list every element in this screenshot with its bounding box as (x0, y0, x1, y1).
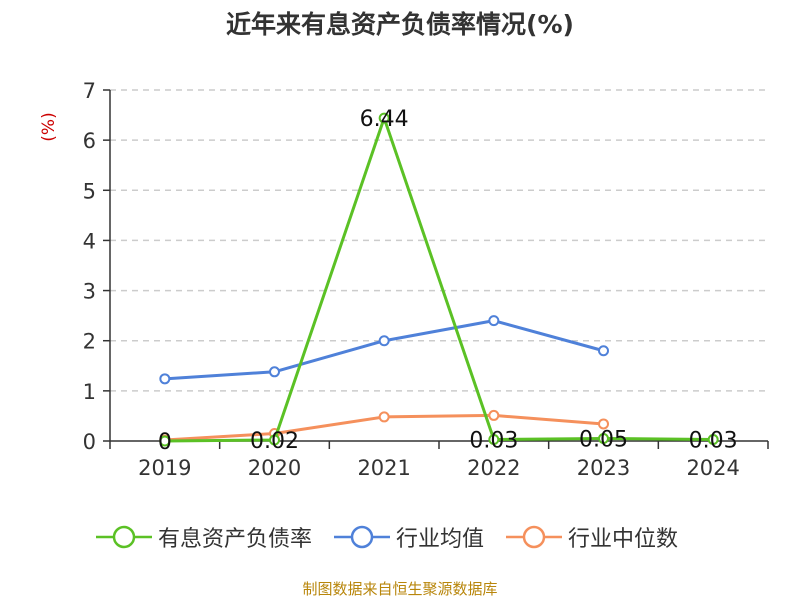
legend-label: 行业中位数 (568, 527, 679, 552)
y-tick-label: 4 (83, 229, 96, 253)
data-point (488, 433, 500, 445)
x-tick-label: 2024 (686, 456, 739, 480)
data-point (598, 432, 609, 444)
y-tick-label: 3 (83, 280, 96, 304)
legend-label: 有息资产负债率 (158, 527, 313, 552)
data-point (378, 112, 390, 124)
data-label: 0.03 (469, 428, 518, 453)
data-label: 0.02 (250, 429, 299, 454)
legend-marker-line-circle-icon (96, 525, 152, 549)
data-label: 0.05 (579, 427, 628, 452)
legend-marker-line-circle-icon (506, 525, 563, 549)
data-point (159, 373, 171, 385)
source-note: 制图数据来自恒生聚源数据库 (302, 580, 498, 598)
legend-item-industry-mean[interactable]: 行业均值 (334, 521, 484, 553)
x-tick-label: 2020 (248, 456, 301, 480)
series-line (164, 319, 604, 381)
data-point (269, 434, 280, 446)
data-point (488, 409, 500, 421)
x-tick-label: 2022 (467, 456, 520, 480)
y-tick-label: 5 (83, 179, 96, 203)
legend-item-industry-median[interactable]: 行业中位数 (506, 521, 678, 553)
data-point (488, 315, 500, 327)
x-tick-label: 2019 (138, 456, 191, 480)
data-label: 0.03 (689, 428, 738, 453)
x-tick-label: 2023 (577, 456, 630, 480)
y-tick-label: 0 (83, 430, 96, 454)
x-tick-label: 2021 (357, 456, 410, 480)
legend: 有息资产负债率 行业均值 行业中位数 (96, 521, 700, 553)
data-point (598, 345, 609, 357)
data-point (378, 335, 390, 347)
series-line (164, 116, 714, 443)
y-tick-label: 6 (83, 129, 96, 153)
data-point (159, 435, 171, 447)
y-tick-label: 7 (83, 79, 96, 103)
data-label: 6.44 (360, 107, 409, 132)
data-point (707, 433, 719, 445)
y-tick-label: 2 (83, 330, 96, 354)
y-tick-label: 1 (83, 380, 96, 404)
data-point (378, 411, 390, 423)
legend-marker-line-circle-icon (334, 525, 391, 549)
data-point (269, 366, 280, 378)
chart-title: 近年来有息资产负债率情况(%) (226, 10, 574, 39)
legend-item-interest-debt-ratio[interactable]: 有息资产负债率 (96, 521, 312, 553)
data-label: 0 (158, 430, 172, 455)
data-point (598, 418, 609, 430)
legend-label: 行业均值 (396, 527, 485, 552)
y-axis-label: (%) (39, 112, 59, 141)
